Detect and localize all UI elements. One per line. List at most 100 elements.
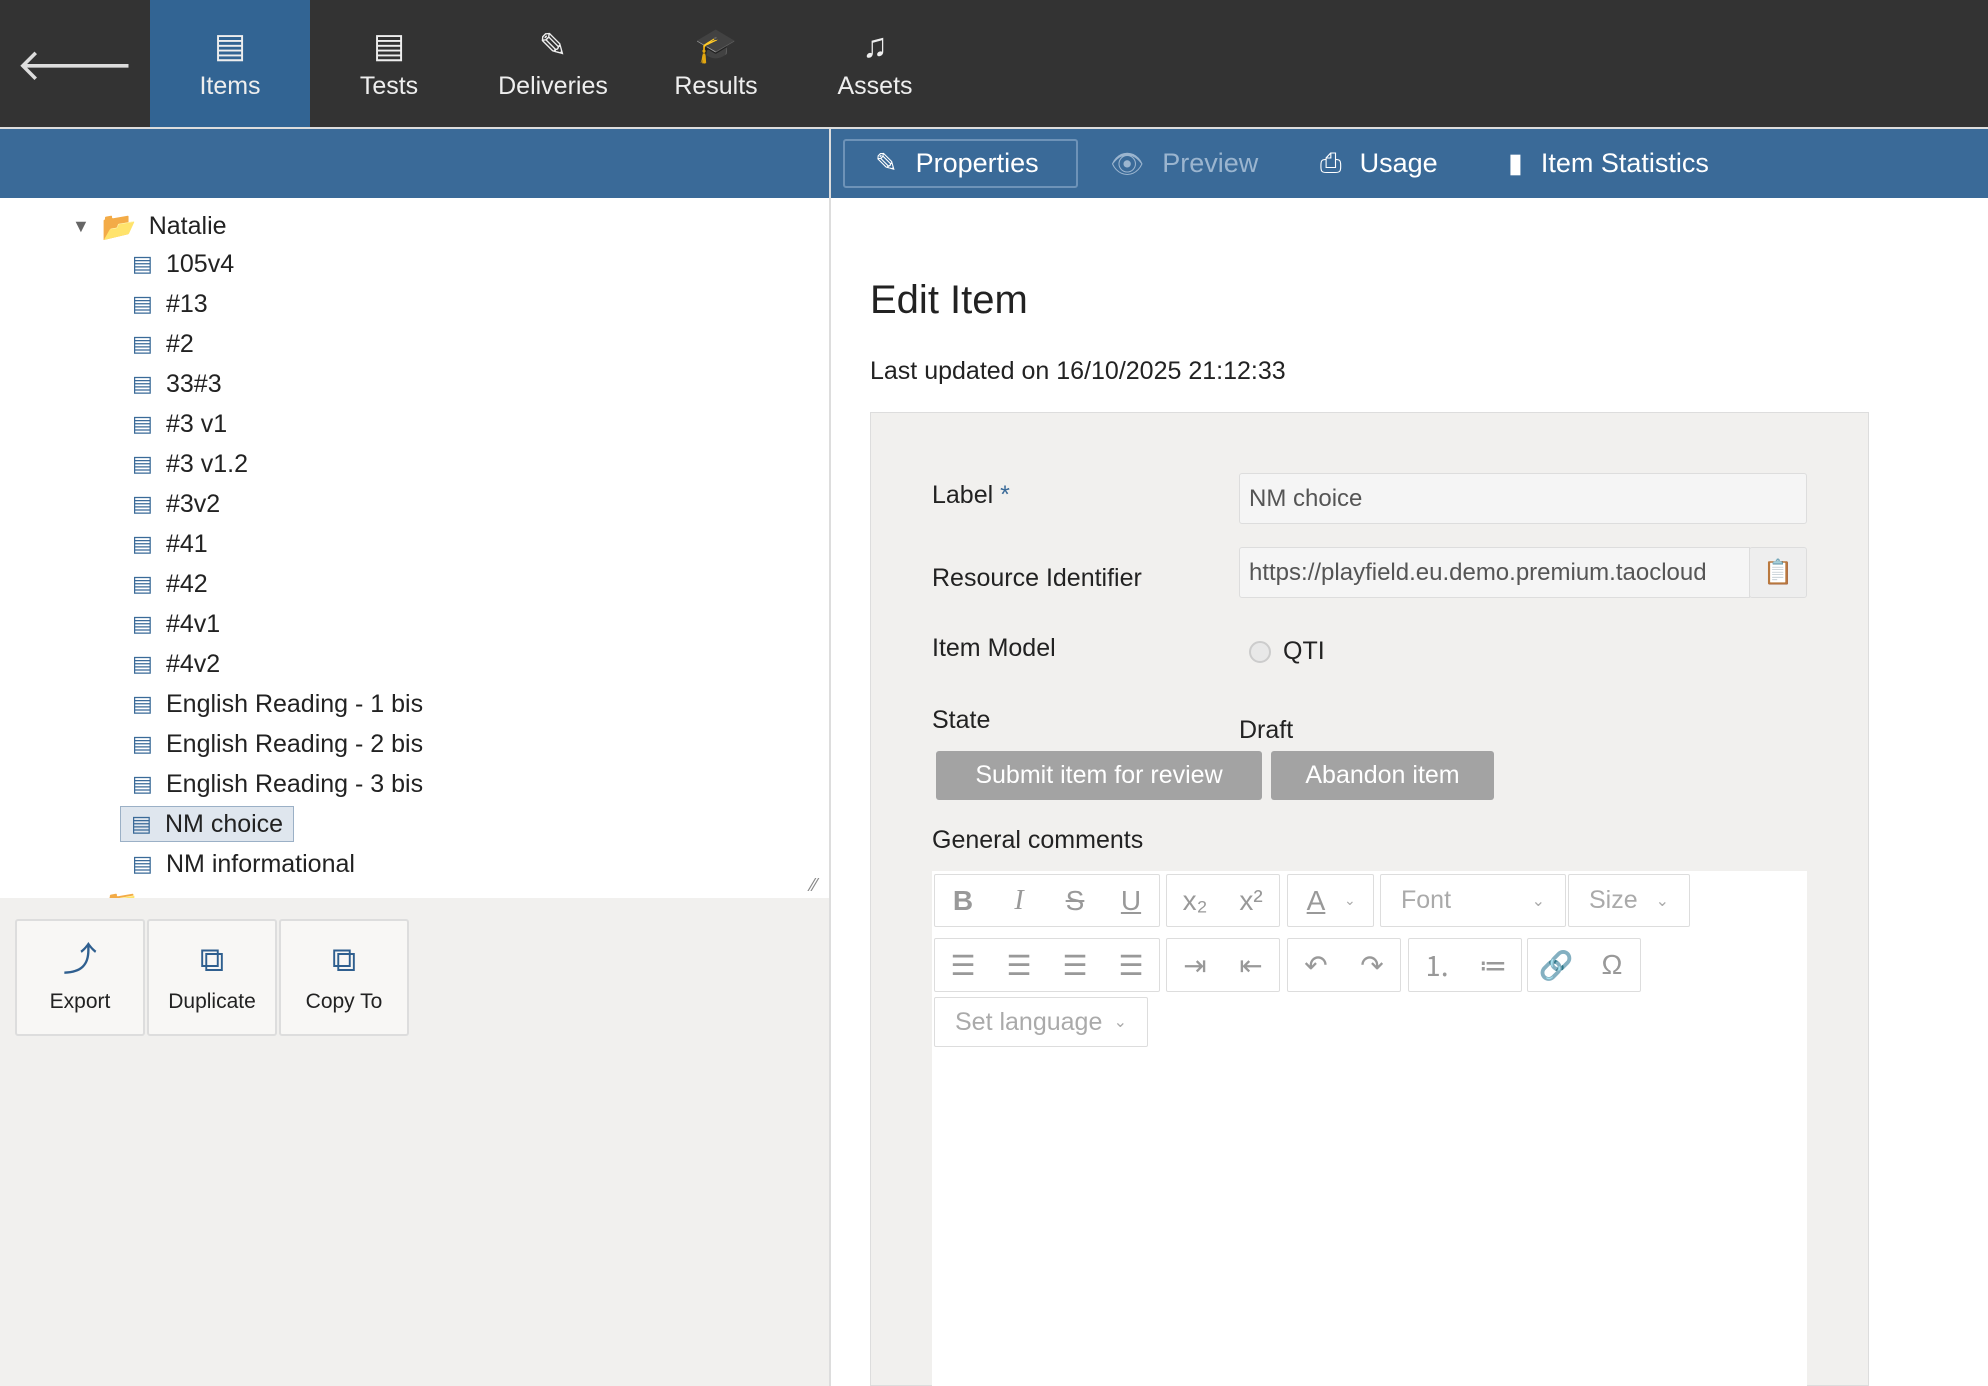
numbered-list-icon[interactable]: ⒈ — [1422, 951, 1451, 982]
tree-item[interactable]: ▤ English Reading - 3 bis — [132, 769, 424, 798]
tree-item[interactable]: ▤ English Reading - 1 bis — [132, 689, 424, 718]
bullet-list-icon[interactable]: ≔ — [1479, 949, 1507, 981]
resize-handle[interactable]: ⁄⁄ — [810, 875, 817, 895]
tree-item[interactable]: ▤ English Reading - 2 bis — [132, 729, 424, 758]
link-icon[interactable]: 🔗 — [1538, 949, 1574, 981]
tree-item[interactable]: ▤ 105v4 — [132, 249, 235, 278]
align-right-icon[interactable]: ☰ — [1062, 949, 1088, 981]
item-icon: ▤ — [132, 691, 153, 716]
eye-icon: 👁 — [1110, 148, 1145, 179]
page-title: Edit Item — [870, 278, 1028, 322]
chevron-down-icon: ⌄ — [1344, 892, 1356, 908]
align-justify-icon[interactable]: ☰ — [1118, 949, 1144, 981]
item-icon: ▤ — [132, 851, 153, 876]
export-icon: ⤴ — [63, 940, 97, 979]
nav-tab-assets[interactable]: ♫ Assets — [837, 27, 913, 100]
chevron-down-icon: ⌄ — [1531, 892, 1545, 910]
font-select[interactable]: Font ⌄ — [1380, 874, 1566, 927]
radio-icon — [1249, 640, 1271, 663]
nav-tab-results[interactable]: 🎓 Results — [674, 27, 758, 100]
tab-usage[interactable]: ⎙ Usage — [1320, 147, 1438, 179]
general-comments-label: General comments — [932, 826, 1144, 854]
language-select[interactable]: Set language ⌄ — [934, 997, 1148, 1047]
item-icon: ▤ — [132, 651, 153, 676]
tree-item[interactable]: ▤ #2 — [132, 329, 194, 358]
panel-divider[interactable] — [829, 127, 831, 1386]
results-icon: 🎓 — [694, 27, 738, 65]
submit-for-review-button[interactable]: Submit item for review — [936, 751, 1262, 800]
pencil-icon: ✎ — [875, 148, 898, 178]
item-icon: ▤ — [132, 771, 153, 796]
tree-item[interactable]: ▤ #3v2 — [132, 489, 221, 518]
tree-item[interactable]: ▤ #13 — [132, 289, 208, 318]
tree-folder-natalie[interactable]: ▼ 📂 Natalie — [72, 210, 227, 242]
item-model-radio[interactable]: QTI — [1249, 637, 1325, 666]
indent-icon[interactable]: ⇥ — [1183, 949, 1207, 981]
tree-item[interactable]: ▤ #3 v1 — [132, 409, 228, 438]
item-icon: ▤ — [131, 811, 152, 836]
align-group: ☰ ☰ ☰ ☰ — [934, 938, 1160, 992]
resource-identifier-label: Resource Identifier — [932, 564, 1142, 592]
tab-properties[interactable]: ✎ Properties — [843, 139, 1078, 188]
folder-open-icon: 📂 — [101, 210, 137, 242]
text-color-button[interactable]: A ⌄ — [1287, 874, 1374, 927]
arrow-left-icon: 🡐 — [16, 40, 134, 90]
back-button[interactable]: 🡐 — [0, 0, 150, 127]
size-select[interactable]: Size ⌄ — [1568, 874, 1690, 927]
assets-icon: ♫ — [862, 27, 888, 65]
caret-down-icon: ▼ — [72, 215, 90, 236]
copy-to-button[interactable]: ⧉ Copy To — [279, 919, 409, 1036]
item-icon: ▤ — [132, 251, 153, 276]
item-tree[interactable]: ▼ 📂 Natalie ▤ 105v4 ▤ #13 ▤ #2 ▤ 33#3 ▤ #3 v1 ▤ #3 v1… — [0, 198, 829, 898]
chevron-down-icon: ⌄ — [1655, 892, 1669, 910]
abandon-item-button[interactable]: Abandon item — [1271, 751, 1494, 800]
tab-preview[interactable]: 👁 Preview — [1110, 148, 1259, 179]
duplicate-icon: ⧉ — [199, 940, 225, 979]
items-icon: ▤ — [213, 27, 247, 65]
script-group: x₂ x² — [1166, 874, 1280, 927]
bar-chart-icon: ▮ — [1508, 148, 1523, 178]
export-button[interactable]: ⤴ Export — [15, 919, 145, 1036]
redo-icon[interactable]: ↷ — [1360, 949, 1384, 981]
copy-clipboard-button[interactable]: 📋 — [1749, 547, 1807, 598]
tree-item[interactable]: ▤ #41 — [132, 529, 208, 558]
tab-item-statistics[interactable]: ▮ Item Statistics — [1508, 148, 1709, 178]
nav-tab-tests[interactable]: ▤ Tests — [359, 27, 419, 100]
resource-identifier-input[interactable]: https://playfield.eu.demo.premium.taoclo… — [1239, 547, 1750, 598]
tree-item[interactable]: ▤ #4v1 — [132, 609, 221, 638]
item-icon: ▤ — [132, 371, 153, 396]
item-icon: ▤ — [132, 291, 153, 316]
folder-icon: 📁 — [104, 888, 139, 899]
nav-tab-deliveries[interactable]: ✎ Deliveries — [498, 27, 608, 100]
strikethrough-icon[interactable]: S — [1065, 884, 1085, 916]
nav-tab-items[interactable]: ▤ Items — [150, 0, 310, 127]
chevron-down-icon: ⌄ — [1113, 1014, 1127, 1031]
align-left-icon[interactable]: ☰ — [950, 949, 976, 981]
insert-group: 🔗 Ω — [1527, 938, 1641, 992]
undo-icon[interactable]: ↶ — [1304, 949, 1328, 981]
tree-item[interactable]: ▤ #3 v1.2 — [132, 449, 249, 478]
tree-item[interactable]: ▤ 33#3 — [132, 369, 222, 398]
duplicate-button[interactable]: ⧉ Duplicate — [147, 919, 277, 1036]
align-center-icon[interactable]: ☰ — [1006, 949, 1032, 981]
underline-icon[interactable]: U — [1120, 884, 1142, 916]
italic-icon[interactable]: I — [1014, 884, 1024, 916]
label-field-label: Label * — [932, 481, 1010, 509]
indent-group: ⇥ ⇤ — [1166, 938, 1280, 992]
special-char-icon[interactable]: Ω — [1601, 949, 1623, 980]
tree-item[interactable]: ▤ #42 — [132, 569, 208, 598]
subscript-icon[interactable]: x₂ — [1182, 884, 1208, 916]
tree-folder-partial[interactable]: 📁 — [104, 886, 139, 899]
outdent-icon[interactable]: ⇤ — [1239, 949, 1263, 981]
bold-icon[interactable]: B — [952, 884, 974, 916]
label-input[interactable]: NM choice — [1239, 473, 1807, 524]
item-icon: ▤ — [132, 731, 153, 756]
superscript-icon[interactable]: x² — [1239, 884, 1263, 916]
item-icon: ▤ — [132, 571, 153, 596]
tree-item[interactable]: ▤ NM choice — [120, 806, 295, 842]
item-icon: ▤ — [132, 331, 153, 356]
top-nav-bar — [0, 0, 1988, 127]
tree-item[interactable]: ▤ NM informational — [132, 849, 355, 878]
tree-item[interactable]: ▤ #4v2 — [132, 649, 221, 678]
